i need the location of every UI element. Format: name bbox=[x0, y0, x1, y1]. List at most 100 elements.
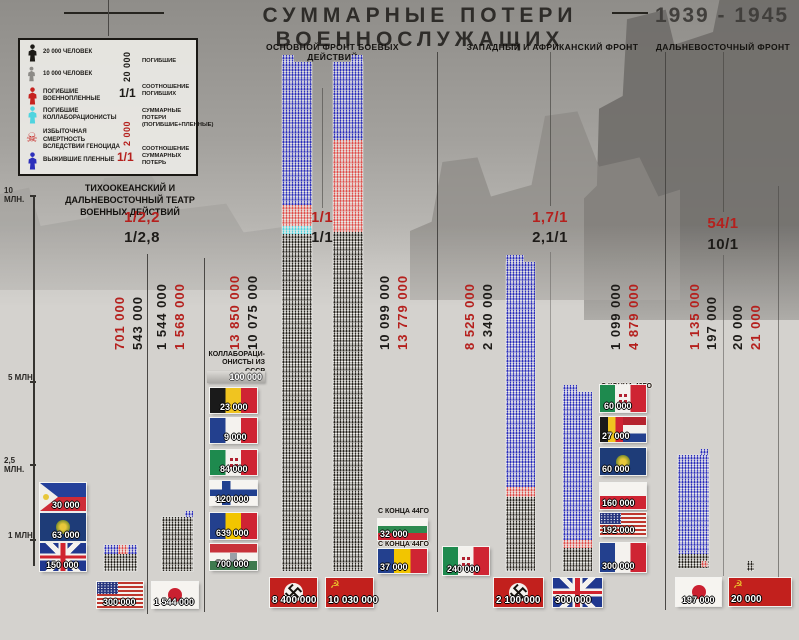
flag-british-colonies: 63 000 bbox=[40, 513, 86, 541]
flag-nazi-germany-west: 2 100 000 bbox=[494, 578, 543, 607]
axis-tick-mark bbox=[30, 195, 36, 197]
skull-icon: ☠ bbox=[26, 130, 38, 146]
western-allies-total: 4 879 000 bbox=[626, 283, 641, 350]
ratio-deaths-western: 2,1/1 bbox=[532, 229, 568, 246]
pictogram-column-germany-main bbox=[282, 62, 312, 571]
legend-item-label: ПОГИБШИЕ ВОЕННОПЛЕННЫЕ bbox=[43, 88, 101, 103]
legend-item: 20 000 ЧЕЛОВЕК bbox=[26, 44, 121, 62]
legend-item: ПОГИБШИЕ КОЛЛАБОРАЦИОНИСТЫ bbox=[26, 106, 121, 124]
flag-value: 1 544 000 bbox=[154, 597, 195, 607]
flag-value: 10 030 000 bbox=[328, 595, 379, 606]
pictogram-column-japan-pacific bbox=[162, 517, 193, 571]
ratio-deaths-main: 1/1 bbox=[310, 229, 334, 246]
far-east-japan-deaths: 197 000 bbox=[704, 296, 719, 350]
main-soviet-total: 13 779 000 bbox=[395, 274, 410, 350]
flag-bulgaria: 32 000 bbox=[378, 519, 427, 540]
segment-pow-died bbox=[282, 205, 312, 226]
legend-item: 10 000 ЧЕЛОВЕК bbox=[26, 66, 121, 84]
segment-pow-survived bbox=[128, 545, 137, 554]
pictogram-column-germany-west bbox=[506, 262, 535, 571]
flag-value: 300 000 bbox=[555, 595, 592, 606]
pacific-theater-title: ТИХООКЕАНСКИЙ И ДАЛЬНЕВОСТОЧНЫЙ ТЕАТР ВО… bbox=[65, 183, 195, 218]
divider-line bbox=[108, 0, 109, 36]
flag-poland: 160 000 bbox=[600, 483, 646, 509]
legend-item-label: 10 000 ЧЕЛОВЕК bbox=[43, 71, 93, 78]
segment-killed bbox=[104, 554, 137, 571]
flag-italy-43: 60 000 bbox=[600, 385, 646, 412]
pacific-allies-total: 701 000 bbox=[112, 296, 127, 350]
pictogram-column-usa-pacific bbox=[104, 545, 137, 571]
main-soviet-deaths: 10 099 000 bbox=[377, 274, 392, 350]
far-east-japan-total: 1 135 000 bbox=[687, 283, 702, 350]
flag-value: 192 000 bbox=[602, 525, 635, 535]
legend-note-value: 1/1 bbox=[119, 86, 136, 100]
collaborators-value: 100 000 bbox=[229, 372, 262, 382]
flag-value: 20 000 bbox=[731, 594, 762, 605]
far-east-ussr-total: 21 000 bbox=[748, 304, 763, 350]
flag-value: 8 400 000 bbox=[272, 595, 317, 606]
segment-pow-survived bbox=[104, 545, 118, 554]
flag-hungary: 700 000 bbox=[210, 544, 257, 570]
pictogram-cap bbox=[282, 55, 294, 63]
late-war-note: С КОНЦА 44ГО bbox=[378, 541, 429, 548]
pictogram-single-ussr-far-east bbox=[747, 561, 754, 571]
flag-usa-west: 192 000 bbox=[600, 513, 646, 536]
divider-line bbox=[550, 252, 551, 572]
ratio-total-main: 1/1 bbox=[310, 209, 334, 226]
pacific-allies-deaths: 543 000 bbox=[130, 296, 145, 350]
ratio-total-western: 1,7/1 bbox=[532, 209, 568, 226]
legend-item: ПОГИБШИЕ ВОЕННОПЛЕННЫЕ bbox=[26, 87, 121, 105]
western-allies-deaths: 1 099 000 bbox=[608, 283, 623, 350]
person-red-icon bbox=[26, 87, 39, 105]
pictogram-column-japan-far-east bbox=[678, 455, 709, 568]
axis-tick-mark bbox=[30, 381, 36, 383]
flag-value: 30 000 bbox=[52, 500, 80, 510]
axis-tick-mark bbox=[30, 539, 36, 541]
legend-note-label: СООТНОШЕНИЕ СУММАРНЫХ ПОТЕРЬ bbox=[142, 146, 190, 167]
pictogram-column-ussr-main bbox=[333, 62, 363, 571]
pictogram-cap bbox=[351, 55, 363, 63]
segment-killed bbox=[506, 497, 535, 571]
segment-pow-survived bbox=[563, 392, 592, 540]
flag-value: 84 000 bbox=[220, 464, 248, 474]
pacific-japan-deaths: 1 544 000 bbox=[154, 283, 169, 350]
legend-note-label: СУММАРНЫЕ ПОТЕРИ (ПОГИБШИЕ+ПЛЕННЫЕ) bbox=[142, 108, 214, 129]
ratio-total-far-east: 54/1 bbox=[707, 215, 739, 232]
swastika-icon bbox=[509, 583, 528, 602]
axis-tick-mark bbox=[30, 464, 36, 466]
flag-value: 300 000 bbox=[103, 597, 136, 607]
flag-philippines: 30 000 bbox=[40, 483, 86, 511]
flag-value: 37 000 bbox=[380, 562, 408, 572]
flag-value: 700 000 bbox=[216, 559, 249, 569]
divider-line bbox=[778, 186, 779, 584]
segment-pow-died bbox=[563, 540, 592, 548]
segment-mixed-row bbox=[104, 545, 137, 554]
header-main-front: ОСНОВНОЙ ФРОНТ БОЕВЫХ ДЕЙСТВИЙ bbox=[266, 42, 399, 62]
flag-value: 27 000 bbox=[602, 431, 630, 441]
flag-value: 60 000 bbox=[602, 464, 630, 474]
legend-note-value: 20 000 bbox=[122, 51, 132, 82]
flag-italy: 84 000 bbox=[210, 450, 257, 475]
segment-killed bbox=[162, 517, 193, 571]
legend-item-label: ВЫЖИВШИЕ ПЛЕННЫЕ bbox=[43, 157, 115, 164]
divider-line bbox=[437, 52, 438, 612]
flag-value: 23 000 bbox=[220, 402, 248, 412]
western-axis-deaths: 2 340 000 bbox=[480, 283, 495, 350]
title-rule-right bbox=[612, 12, 648, 14]
flag-value: 639 000 bbox=[216, 528, 249, 538]
legend-note-value: 2 000 bbox=[122, 120, 132, 146]
main-axis-total: 13 850 000 bbox=[227, 274, 242, 350]
flag-value: 240 000 bbox=[447, 564, 480, 574]
legend-item: ☠ ИЗБЫТОЧНАЯ СМЕРТНОСТЬ ВСЛЕДСТВИИ ГЕНОЦ… bbox=[26, 129, 121, 152]
flag-value: 300 000 bbox=[602, 561, 635, 571]
flag-belgium: 23 000 bbox=[210, 388, 257, 413]
segment-killed bbox=[563, 548, 592, 571]
header-far-east-front: ДАЛЬНЕВОСТОЧНЫЙ ФРОНТ bbox=[655, 42, 791, 52]
divider-line bbox=[665, 52, 666, 610]
flag-france: 9 000 bbox=[210, 418, 257, 443]
late-war-note: С КОНЦА 44ГО bbox=[378, 508, 429, 515]
pictogram-cap bbox=[506, 255, 524, 262]
flag-value: 197 000 bbox=[682, 595, 715, 605]
header-western-front: ЗАПАДНЫЙ И АФРИКАНСКИЙ ФРОНТ bbox=[466, 42, 639, 52]
flag-belgium-netherlands: 27 000 bbox=[600, 417, 646, 442]
